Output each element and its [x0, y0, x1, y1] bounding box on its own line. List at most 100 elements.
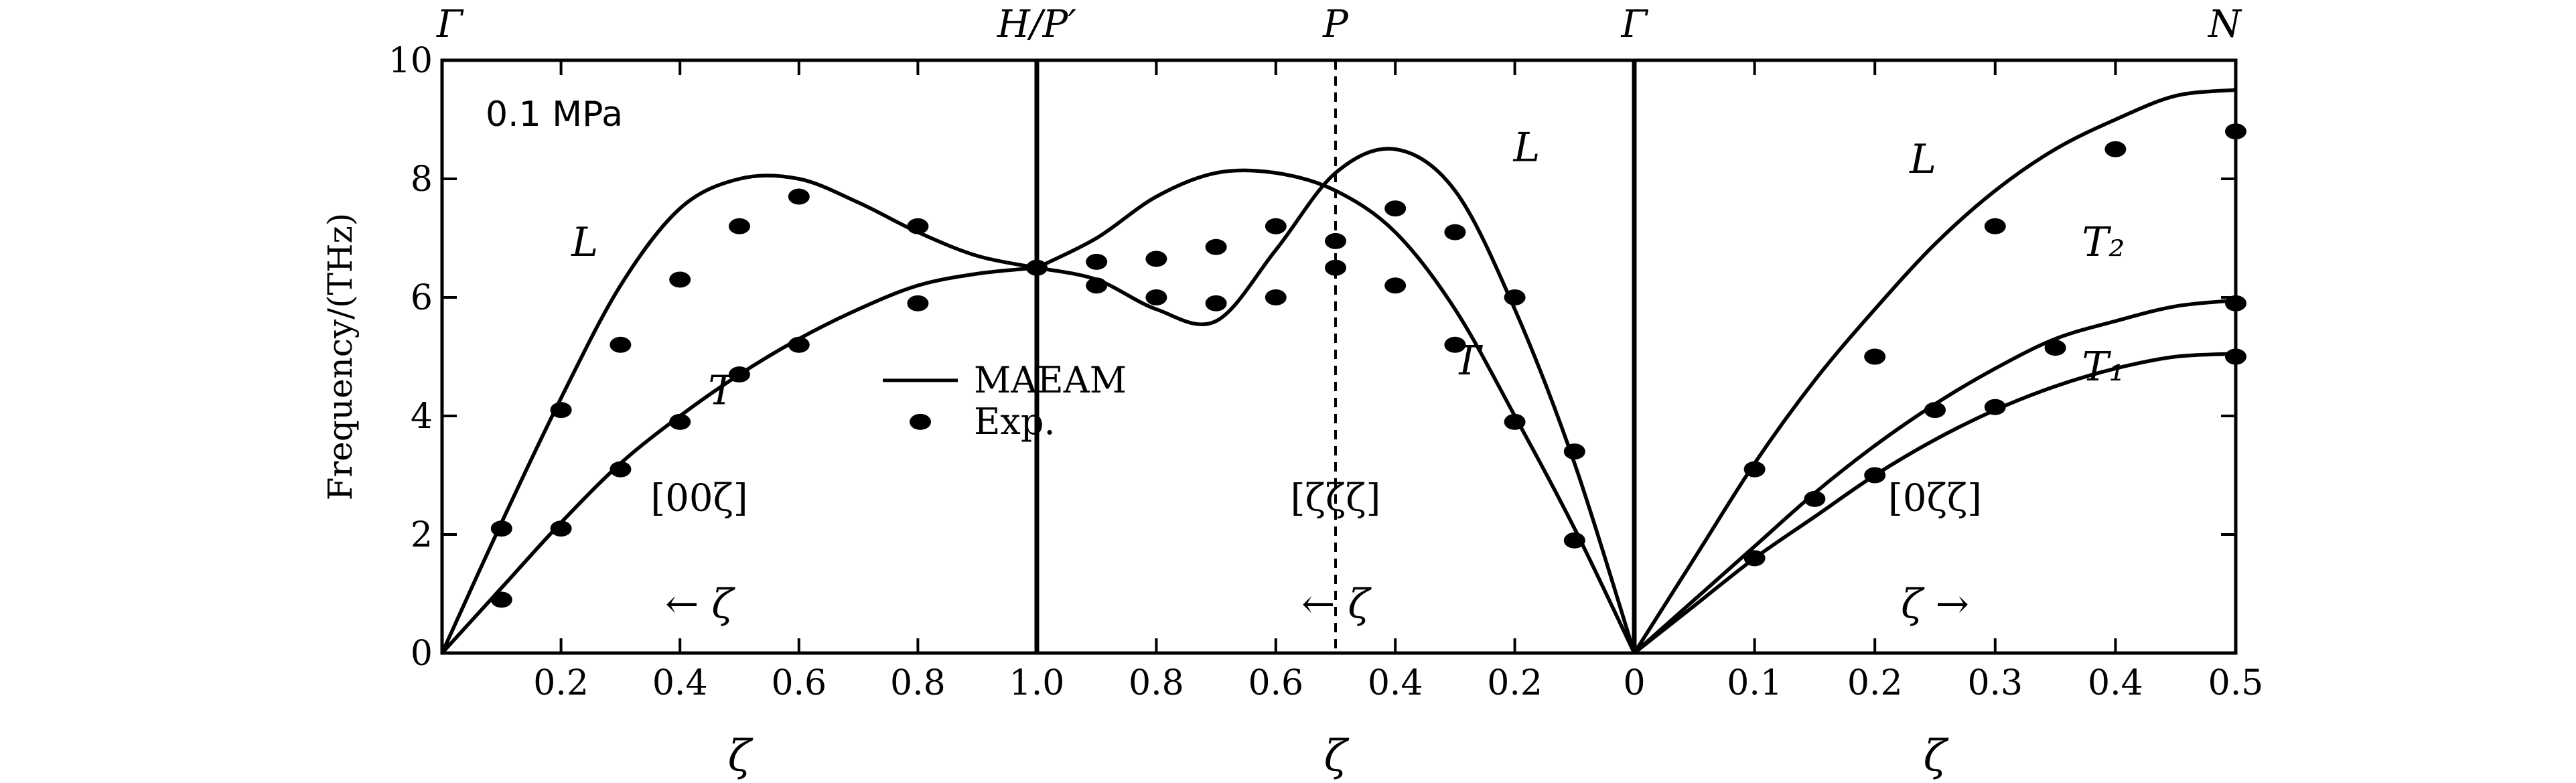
- experimental-point: [1984, 399, 2006, 415]
- branch-label-L: L: [571, 219, 598, 266]
- experimental-point: [1804, 490, 1826, 507]
- experimental-point: [1984, 218, 2006, 234]
- direction-label: [00ζ]: [650, 477, 747, 520]
- experimental-point: [1743, 550, 1766, 567]
- experimental-point: [1384, 277, 1407, 294]
- theory-curve-L: [440, 173, 1037, 654]
- experimental-point: [1864, 348, 1886, 365]
- branch-label-T: T: [708, 367, 737, 414]
- experimental-point: [610, 336, 632, 353]
- experimental-point: [907, 295, 929, 311]
- experimental-point: [729, 218, 750, 234]
- x-tick-label: 0: [1623, 663, 1645, 703]
- experimental-point: [2225, 123, 2246, 140]
- x-tick-label: 0.1: [1727, 663, 1782, 703]
- x-tick-label: 0.8: [1129, 663, 1184, 703]
- x-tick-label: 0.2: [1487, 663, 1543, 703]
- direction-label: [ζζζ]: [1291, 477, 1381, 520]
- theory-curve-T₁: [1633, 352, 2236, 655]
- y-tick-label: 6: [411, 278, 433, 318]
- symmetry-point-label: Γ: [1621, 3, 1649, 46]
- experimental-point: [1086, 253, 1108, 270]
- experimental-point: [1444, 336, 1466, 353]
- x-axis-label: ζ: [1924, 731, 1949, 781]
- experimental-point: [1504, 413, 1526, 430]
- pressure-label: 0.1 MPa: [486, 94, 623, 135]
- experimental-point: [1205, 238, 1227, 255]
- x-tick-label: 0.3: [1967, 663, 2023, 703]
- experimental-point: [490, 520, 512, 537]
- branch-label-T₂: T₂: [2082, 219, 2125, 266]
- y-tick-label: 4: [411, 397, 433, 437]
- x-tick-label: 0.5: [2208, 663, 2264, 703]
- experimental-point: [1145, 289, 1167, 305]
- experimental-point: [1205, 295, 1227, 311]
- experimental-point: [1325, 259, 1346, 276]
- branch-label-T₁: T₁: [2082, 344, 2125, 390]
- x-tick-label: 1.0: [1009, 663, 1065, 703]
- experimental-point: [1864, 467, 1886, 484]
- experimental-point: [2225, 295, 2246, 311]
- experimental-point: [729, 366, 750, 383]
- experimental-point: [1265, 289, 1287, 305]
- experimental-point: [2104, 141, 2127, 157]
- symmetry-point-label: N: [2207, 3, 2242, 46]
- experimental-point: [907, 218, 929, 234]
- x-tick-label: 0.2: [533, 663, 589, 703]
- experimental-point: [1325, 232, 1346, 249]
- experimental-point: [1743, 461, 1766, 478]
- x-tick-label: 0.6: [1248, 663, 1303, 703]
- branch-label-L: L: [1513, 124, 1541, 171]
- y-tick-label: 8: [411, 159, 433, 200]
- experimental-point: [1384, 200, 1407, 217]
- experimental-point: [1563, 443, 1585, 460]
- legend-label: Exp.: [974, 401, 1056, 443]
- legend-dot-marker: [910, 413, 931, 430]
- y-axis-label: Frequency/(THz): [321, 213, 360, 501]
- experimental-point: [1086, 277, 1108, 294]
- y-tick-label: 10: [388, 41, 433, 81]
- direction-label: [0ζζ]: [1888, 477, 1982, 520]
- experimental-point: [550, 402, 572, 419]
- x-axis-label: ζ: [728, 731, 754, 781]
- x-tick-label: 0.4: [2088, 663, 2143, 703]
- experimental-point: [490, 591, 512, 608]
- x-tick-label: 0.4: [652, 663, 708, 703]
- experimental-point: [788, 336, 810, 353]
- experimental-point: [1145, 251, 1167, 267]
- experimental-point: [788, 188, 810, 205]
- symmetry-point-label: H/P′: [997, 3, 1076, 46]
- y-tick-label: 0: [411, 634, 433, 674]
- experimental-point: [1563, 532, 1585, 549]
- experimental-point: [550, 520, 572, 537]
- x-tick-label: 0: [1623, 663, 1645, 703]
- experimental-point: [610, 461, 632, 478]
- experimental-point: [669, 413, 691, 430]
- theory-curve-T: [1035, 168, 1636, 654]
- direction-arrow: ← ζ: [665, 581, 735, 628]
- experimental-point: [2225, 348, 2246, 365]
- x-tick-label: 0.8: [890, 663, 946, 703]
- theory-curve-L: [1632, 88, 2236, 654]
- theory-curve-T: [440, 266, 1037, 654]
- plot-frame: [440, 58, 2238, 655]
- direction-arrow: ← ζ: [1301, 581, 1372, 628]
- experimental-point: [669, 271, 691, 288]
- experimental-point: [2044, 340, 2066, 356]
- theory-curve-L: [1036, 147, 1636, 654]
- x-tick-label: 0.6: [771, 663, 827, 703]
- experimental-point: [1504, 289, 1526, 305]
- branch-label-L: L: [1909, 136, 1936, 183]
- direction-arrow: ζ →: [1901, 581, 1969, 628]
- branch-label-T: T: [1453, 338, 1483, 384]
- x-tick-label: 0.2: [1847, 663, 1903, 703]
- symmetry-point-label: P: [1322, 3, 1349, 46]
- legend-label: MAEAM: [974, 359, 1127, 401]
- symmetry-point-label: Γ: [436, 3, 464, 46]
- x-axis-label: ζ: [1324, 731, 1350, 781]
- y-tick-label: 2: [411, 515, 433, 555]
- x-tick-label: 0.4: [1368, 663, 1423, 703]
- experimental-point: [1444, 224, 1466, 240]
- experimental-point: [1265, 218, 1287, 234]
